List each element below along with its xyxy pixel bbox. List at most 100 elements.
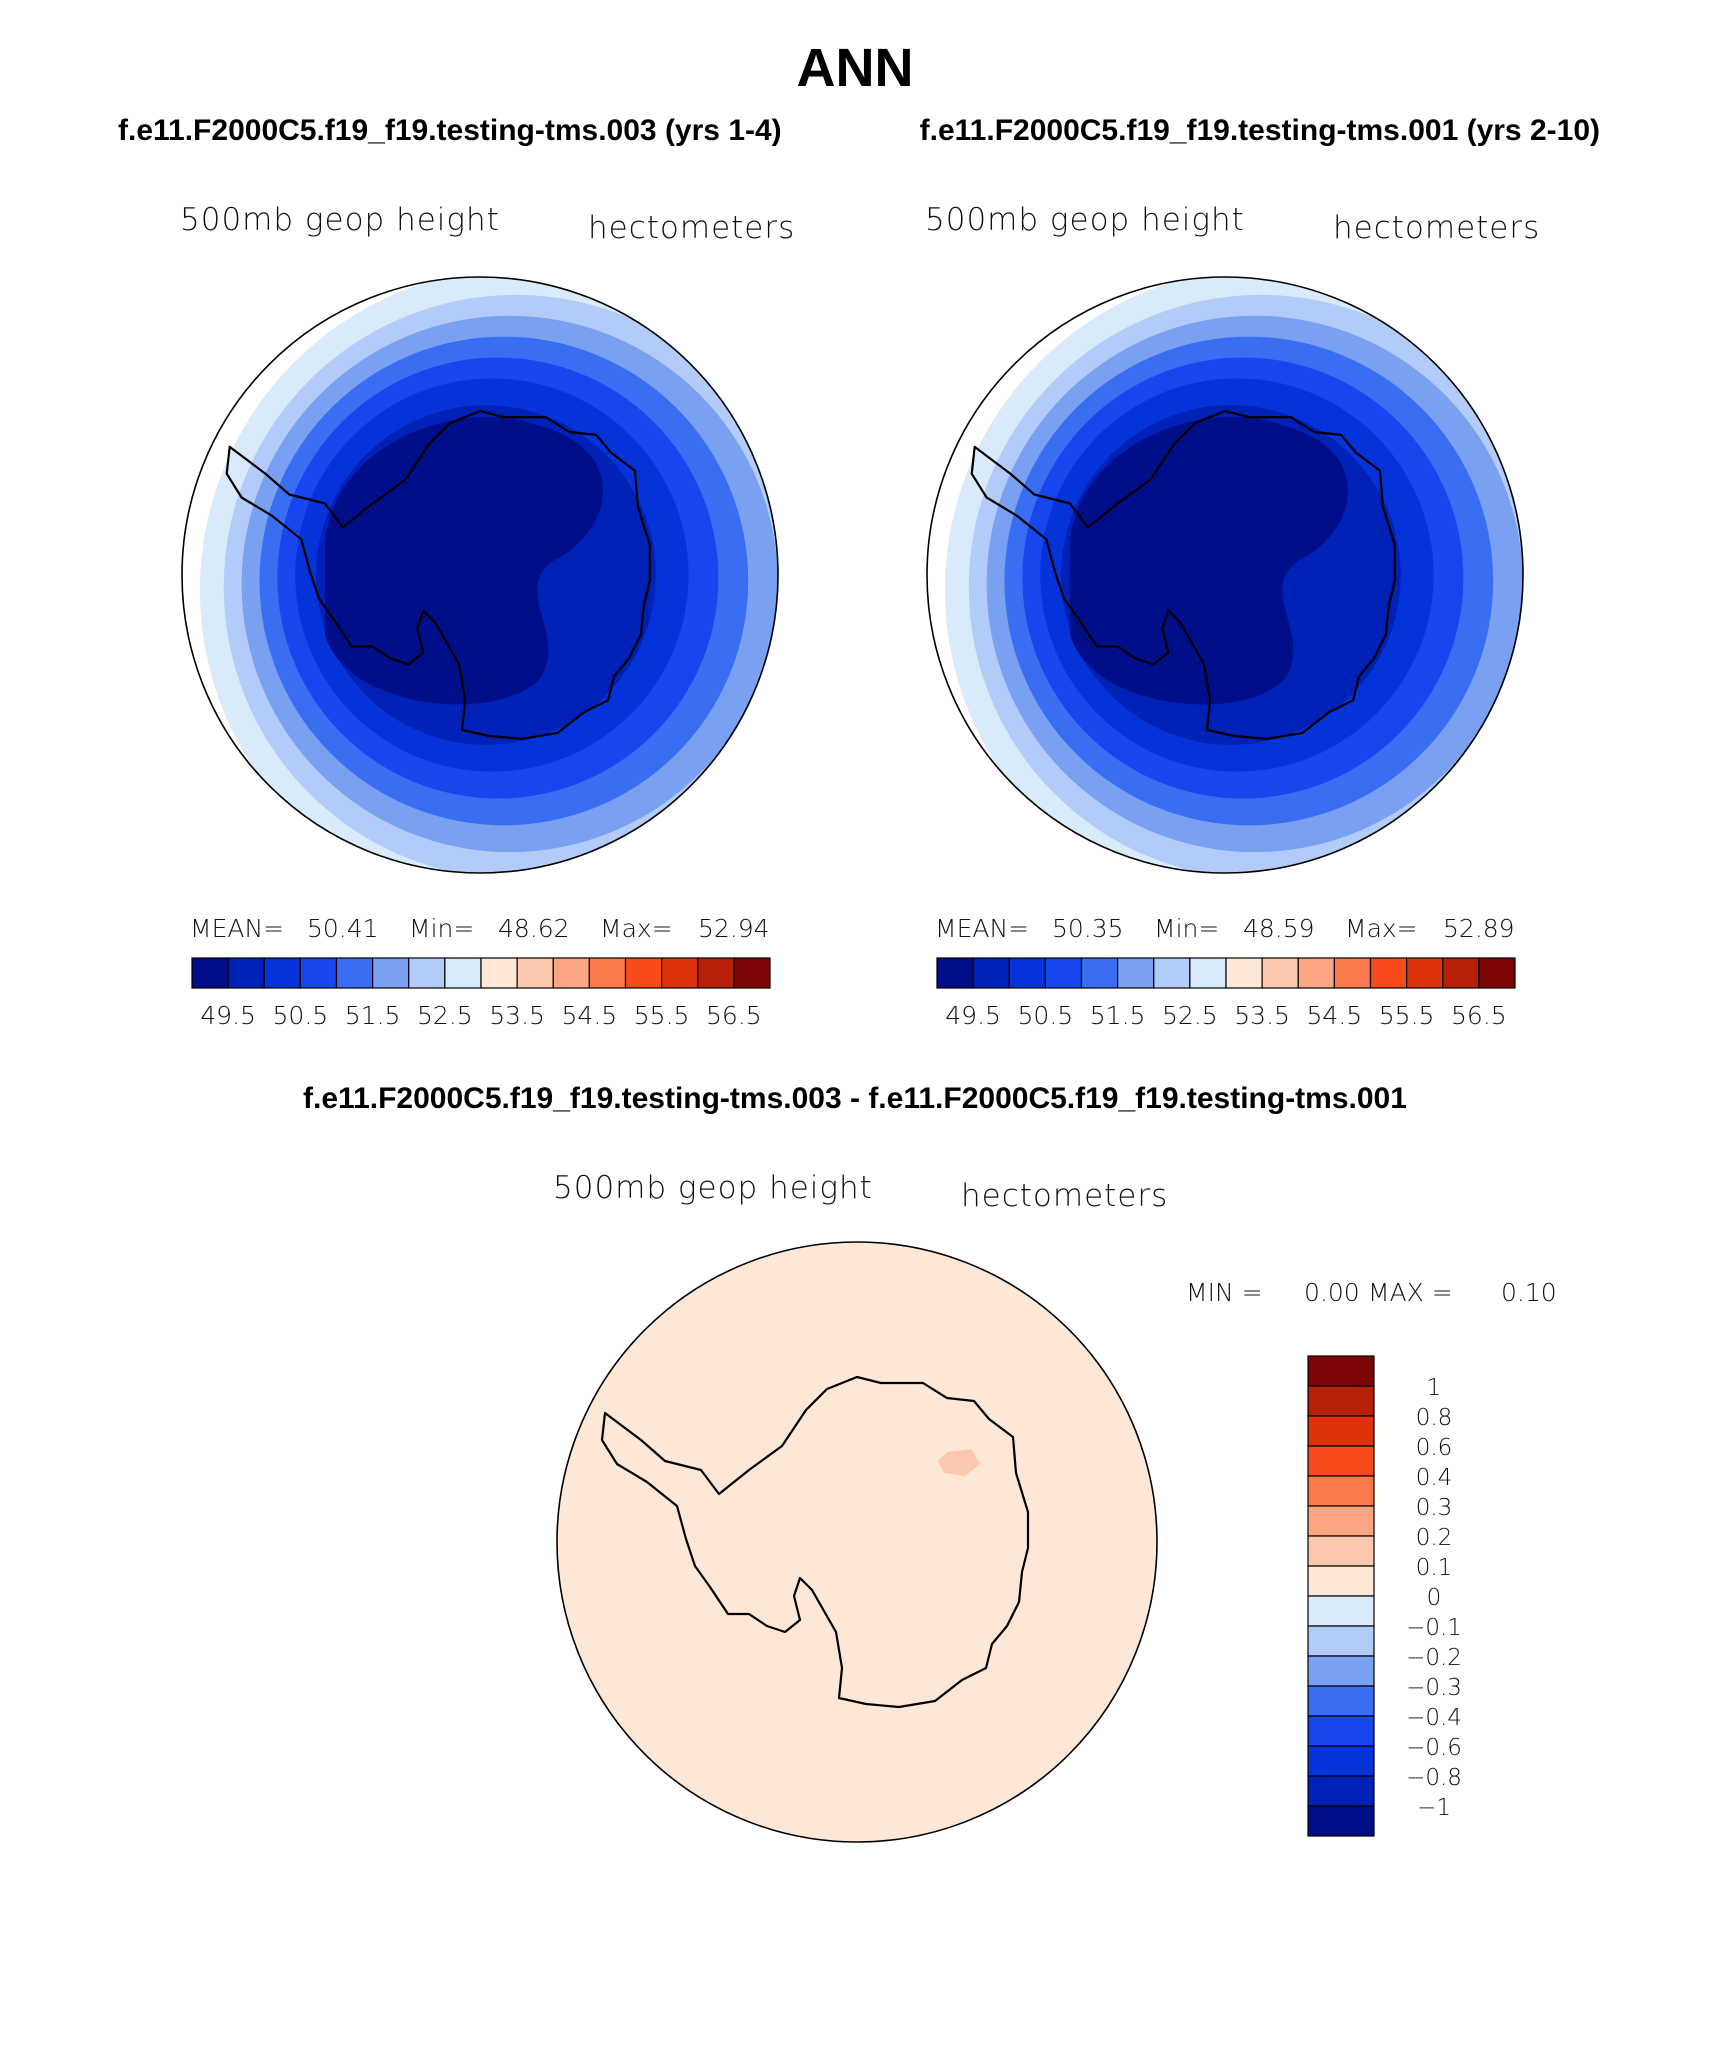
colorbar-box: [1261, 957, 1299, 989]
panel-b-variable: 500mb geop height: [925, 202, 1245, 238]
colorbar-label: 0.4: [1416, 1465, 1453, 1491]
colorbar-box: [1297, 957, 1335, 989]
colorbar-label: 50.5: [273, 1001, 329, 1030]
colorbar-label: 49.5: [200, 1001, 256, 1030]
colorbar-label: −0.1: [1406, 1615, 1462, 1641]
colorbar-label: −0.3: [1406, 1675, 1462, 1701]
colorbar-box: [1406, 957, 1444, 989]
colorbar-box: [263, 957, 301, 989]
panel-a-min-label: Min=: [409, 914, 474, 943]
case-b-title: f.e11.F2000C5.f19_f19.testing-tms.001 (y…: [920, 114, 1600, 147]
panel-a-max-label: Max=: [600, 914, 673, 943]
colorbar-box: [1307, 1475, 1375, 1507]
panel-b-min-label: Min=: [1154, 914, 1219, 943]
colorbar-box: [1307, 1415, 1375, 1447]
colorbar-label: 56.5: [706, 1001, 762, 1030]
colorbar-label: 1: [1427, 1375, 1442, 1401]
colorbar-box: [972, 957, 1010, 989]
colorbar-case-a: 49.5 50.5 51.5 52.5 53.5 54.5 55.5 56.5: [191, 957, 771, 1030]
colorbar-label: 0.8: [1416, 1405, 1453, 1431]
colorbar-box: [697, 957, 735, 989]
diff-max-label: MAX =: [1368, 1278, 1453, 1307]
diff-title: f.e11.F2000C5.f19_f19.testing-tms.003 - …: [303, 1082, 1407, 1115]
colorbar-label: 50.5: [1018, 1001, 1074, 1030]
panel-b-stats: MEAN= 50.35 Min= 48.59 Max= 52.89: [935, 914, 1515, 943]
colorbar-box: [191, 957, 229, 989]
polar-map-case-a: [181, 276, 779, 874]
colorbar-box: [480, 957, 518, 989]
panel-b-min-value: 48.59: [1243, 914, 1315, 943]
colorbar-label: 52.5: [417, 1001, 473, 1030]
colorbar-label: 52.5: [1162, 1001, 1218, 1030]
panel-a-stats: MEAN= 50.41 Min= 48.62 Max= 52.94: [190, 914, 770, 943]
map-panel-case-a: 500mb geop height hectometers MEAN= 50.4…: [180, 202, 794, 1030]
case-a-title: f.e11.F2000C5.f19_f19.testing-tms.003 (y…: [118, 114, 782, 147]
colorbar-label: 0.2: [1416, 1525, 1453, 1551]
diff-stats: MIN = 0.00 MAX = 0.10: [1186, 1278, 1557, 1307]
colorbar-box: [1307, 1385, 1375, 1417]
panel-a-variable: 500mb geop height: [180, 202, 500, 238]
map-boundary: [181, 276, 779, 874]
map-boundary: [556, 1241, 1158, 1843]
colorbar-box: [335, 957, 374, 989]
colorbar-box: [733, 957, 771, 989]
colorbar-label: 51.5: [1090, 1001, 1146, 1030]
antarctica-coastline: [970, 410, 1396, 740]
colorbar-label: 0.6: [1416, 1435, 1453, 1461]
map-panel-case-b: 500mb geop height hectometers MEAN= 50.3…: [925, 202, 1539, 1030]
colorbar-case-b: 49.5 50.5 51.5 52.5 53.5 54.5 55.5 56.5: [936, 957, 1516, 1030]
colorbar-box: [1153, 957, 1191, 989]
colorbar-label: −0.6: [1406, 1735, 1462, 1761]
colorbar-box: [1307, 1745, 1375, 1777]
colorbar-box: [624, 957, 663, 989]
diff-variable: 500mb geop height: [553, 1170, 873, 1206]
colorbar-box: [1307, 1625, 1375, 1657]
colorbar-box: [516, 957, 554, 989]
colorbar-box: [1307, 1715, 1375, 1747]
colorbar-box: [661, 957, 699, 989]
colorbar-label: 0.1: [1416, 1555, 1453, 1581]
panel-a-mean-label: MEAN=: [190, 914, 284, 943]
diff-max-value: 0.10: [1501, 1278, 1557, 1307]
colorbar-label: 53.5: [1234, 1001, 1290, 1030]
colorbar-box: [1307, 1535, 1375, 1567]
difference-field: [557, 1242, 1157, 1842]
diff-min-value: 0.00: [1304, 1278, 1360, 1307]
colorbar-box: [444, 957, 482, 989]
polar-map-case-b: [926, 276, 1524, 874]
antarctica-coastline: [225, 410, 651, 740]
colorbar-box: [1307, 1445, 1375, 1477]
colorbar-label: 53.5: [489, 1001, 545, 1030]
colorbar-box: [1333, 957, 1372, 989]
colorbar-box: [588, 957, 627, 989]
panel-a-min-value: 48.62: [498, 914, 570, 943]
colorbar-box: [372, 957, 410, 989]
colorbar-box: [1369, 957, 1408, 989]
colorbar-box: [1307, 1565, 1375, 1597]
colorbar-label: 54.5: [1307, 1001, 1363, 1030]
colorbar-box: [1307, 1775, 1375, 1807]
colorbar-label: −0.4: [1406, 1705, 1462, 1731]
colorbar-box: [1307, 1685, 1375, 1717]
colorbar-box: [1225, 957, 1263, 989]
colorbar-label: 51.5: [345, 1001, 401, 1030]
colorbar-box: [408, 957, 446, 989]
colorbar-label: −0.2: [1406, 1645, 1462, 1671]
colorbar-label: 54.5: [562, 1001, 618, 1030]
colorbar-label: 56.5: [1451, 1001, 1507, 1030]
map-boundary: [926, 276, 1524, 874]
colorbar-box: [1307, 1805, 1375, 1837]
colorbar-label: 0: [1427, 1585, 1442, 1611]
panel-b-mean-label: MEAN=: [935, 914, 1029, 943]
colorbar-label: 55.5: [1379, 1001, 1435, 1030]
colorbar-label: −1: [1417, 1795, 1451, 1821]
colorbar-box: [1442, 957, 1480, 989]
colorbar-box: [1307, 1595, 1375, 1627]
panel-b-mean-value: 50.35: [1052, 914, 1124, 943]
colorbar-box: [1478, 957, 1516, 989]
panel-b-max-label: Max=: [1345, 914, 1418, 943]
map-panel-difference: 500mb geop height hectometers MIN = 0.00…: [553, 1170, 1557, 1843]
colorbar-box: [1189, 957, 1227, 989]
colorbar-box: [1080, 957, 1119, 989]
